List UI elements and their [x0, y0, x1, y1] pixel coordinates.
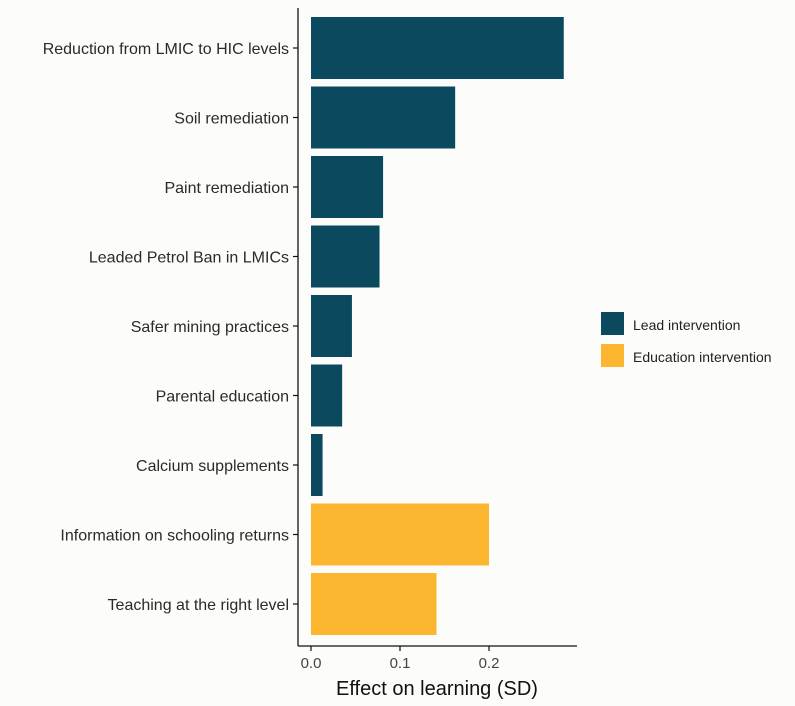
- bar-4: [311, 295, 352, 357]
- legend-label-lead: Lead intervention: [633, 317, 740, 333]
- bar-8: [311, 573, 437, 635]
- x-ticks: 0.0 0.1 0.2: [301, 646, 500, 672]
- category-label-5: Parental education: [156, 389, 289, 406]
- category-label-2: Paint remediation: [164, 180, 289, 197]
- bar-5: [311, 364, 343, 427]
- legend: Lead intervention Education intervention: [601, 312, 772, 367]
- category-label-0: Reduction from LMIC to HIC levels: [43, 41, 289, 58]
- x-tick-label-1: 0.1: [390, 655, 411, 672]
- category-label-1: Soil remediation: [174, 111, 289, 128]
- category-label-7: Information on schooling returns: [60, 528, 289, 545]
- bar-7: [311, 503, 489, 566]
- bars: [311, 17, 564, 635]
- bar-2: [311, 156, 384, 218]
- x-tick-label-0: 0.0: [301, 655, 322, 672]
- bar-1: [311, 86, 456, 149]
- category-label-3: Leaded Petrol Ban in LMICs: [89, 250, 289, 267]
- legend-label-education: Education intervention: [633, 349, 772, 365]
- category-label-6: Calcium supplements: [136, 458, 289, 475]
- legend-swatch-lead: [601, 312, 624, 335]
- category-labels: Reduction from LMIC to HIC levels Soil re…: [43, 41, 298, 614]
- category-label-4: Safer mining practices: [131, 319, 289, 336]
- bar-3: [311, 225, 380, 288]
- category-label-8: Teaching at the right level: [108, 597, 289, 614]
- x-tick-label-2: 0.2: [479, 655, 500, 672]
- bar-0: [311, 17, 564, 79]
- x-axis-title: Effect on learning (SD): [336, 678, 538, 700]
- legend-swatch-education: [601, 344, 624, 367]
- bar-6: [311, 434, 323, 496]
